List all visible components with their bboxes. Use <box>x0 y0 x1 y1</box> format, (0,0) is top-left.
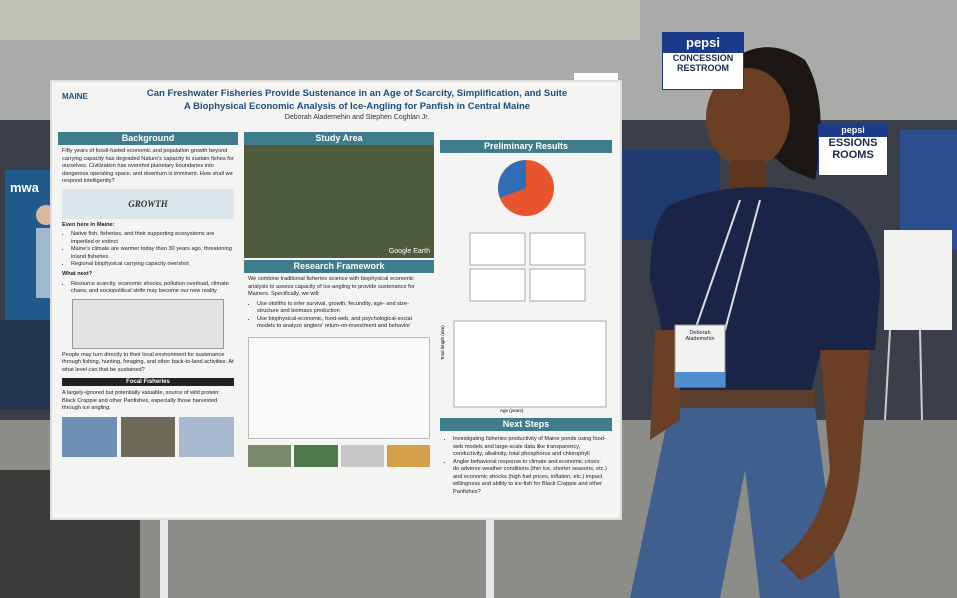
diagram <box>248 336 430 439</box>
paragraph: A largely-ignored but potentially valuab… <box>62 390 220 412</box>
poster-subtitle: A Biophysical Economic Analysis of Ice-A… <box>183 101 531 112</box>
mini-chart <box>469 268 526 302</box>
section-body: Investigating fisheries productivity of … <box>440 431 612 501</box>
logo: MAINE <box>62 92 88 101</box>
photo <box>294 444 338 467</box>
right-column: Preliminary Results Total length (mm) Ag… <box>440 140 612 501</box>
bullet-list: Native fish, fisheries, and their suppor… <box>62 231 234 269</box>
section-body: Fifty years of fossil-fueled economic an… <box>58 145 238 460</box>
bullet: Investigating fisheries productivity of … <box>453 436 608 459</box>
banner-text: mwa <box>10 180 39 195</box>
easel-leg <box>486 515 494 598</box>
poster: MAINE Can Freshwater Fisheries Provide S… <box>52 82 620 518</box>
photo-row <box>62 417 235 458</box>
badge-ribbon <box>675 372 725 387</box>
easel-leg <box>884 329 891 421</box>
mini-chart <box>529 268 586 302</box>
poster-authors: Deborah Alademehin and Stephen Coghlan J… <box>284 114 430 121</box>
sign-text: RESTROOM <box>676 63 729 73</box>
axis-label: Age (years) <box>500 408 524 413</box>
middle-column: Study Area Google Earth Research Framewo… <box>244 132 434 470</box>
mini-chart <box>469 232 526 266</box>
pepsi-sign: pepsi CONCESSION RESTROOM <box>662 32 744 90</box>
bullet-list: Resource scarcity, economic shocks, poll… <box>62 281 234 296</box>
bullet-list: Investigating fisheries productivity of … <box>444 436 608 496</box>
pie-figure <box>498 160 526 198</box>
subheading: Even here in Maine: <box>62 221 115 228</box>
figure <box>72 298 224 349</box>
photo <box>386 444 430 467</box>
bystander-body <box>36 228 56 298</box>
paragraph: We combine traditional fisheries science… <box>248 276 415 298</box>
lanyard <box>694 199 741 331</box>
arm <box>650 330 680 440</box>
background-column: Background Fifty years of fossil-fueled … <box>58 132 238 460</box>
pepsi-sign: pepsi ESSIONS ROOMS <box>818 124 888 176</box>
badge-name: Deborah Alademehin <box>685 330 715 342</box>
arm <box>780 350 870 580</box>
axis-label: Total length (mm) <box>440 325 445 360</box>
photo <box>120 417 176 458</box>
photo <box>340 444 384 467</box>
bullet: Angler behavioral response to climate an… <box>453 459 608 497</box>
subheading: What next? <box>62 271 93 278</box>
section-heading: Background <box>58 132 238 145</box>
sign-text: ROOMS <box>832 149 874 161</box>
bullet: Regional biophysical carrying capacity o… <box>71 261 234 269</box>
section-heading: Research Framework <box>244 260 434 273</box>
map: Google Earth <box>244 145 434 258</box>
pepsi-logo: pepsi <box>819 125 887 137</box>
belt <box>670 390 815 410</box>
photo <box>62 417 117 458</box>
sign-text: ESSIONS <box>828 137 878 149</box>
paragraph: Fifty years of fossil-fueled economic an… <box>62 148 234 185</box>
sign-text: CONCESSION <box>672 53 734 63</box>
lanyard <box>724 199 761 331</box>
section-body: We combine traditional fisheries science… <box>244 273 434 470</box>
bullet: Maine's climate are warmer today than 30… <box>71 246 234 261</box>
bullet: Use biophysical-economic, food-web, and … <box>257 316 430 331</box>
face <box>706 68 790 168</box>
poster-title: Can Freshwater Fisheries Provide Sustena… <box>146 88 568 99</box>
section-heading: Study Area <box>244 132 434 145</box>
jeans <box>630 408 840 598</box>
easel-leg <box>919 329 923 421</box>
bullet-list: Use otoliths to infer survival, growth, … <box>248 301 430 331</box>
photo <box>179 417 235 458</box>
easel-leg <box>160 515 168 598</box>
photo-row <box>248 444 430 467</box>
bystander-head <box>36 205 56 225</box>
mini-chart <box>529 232 586 266</box>
bullet: Resource scarcity, economic shocks, poll… <box>71 281 234 296</box>
whiteboard <box>884 230 952 330</box>
section-heading: Preliminary Results <box>440 140 612 153</box>
pepsi-logo: pepsi <box>663 33 743 53</box>
growth-image: GROWTH <box>62 188 234 219</box>
subheading: Focal Fisheries <box>62 378 234 387</box>
bullet: Native fish, fisheries, and their suppor… <box>71 231 234 246</box>
growth-panels <box>453 320 607 408</box>
results-figures <box>453 160 607 408</box>
photo <box>248 444 292 467</box>
paragraph: People may turn directly to their local … <box>62 351 234 373</box>
section-heading: Next Steps <box>440 418 612 431</box>
map-credit: Google Earth <box>388 248 430 255</box>
booth-table <box>0 320 52 410</box>
bullet: Use otoliths to infer survival, growth, … <box>257 301 430 316</box>
upper-wall <box>0 0 640 40</box>
